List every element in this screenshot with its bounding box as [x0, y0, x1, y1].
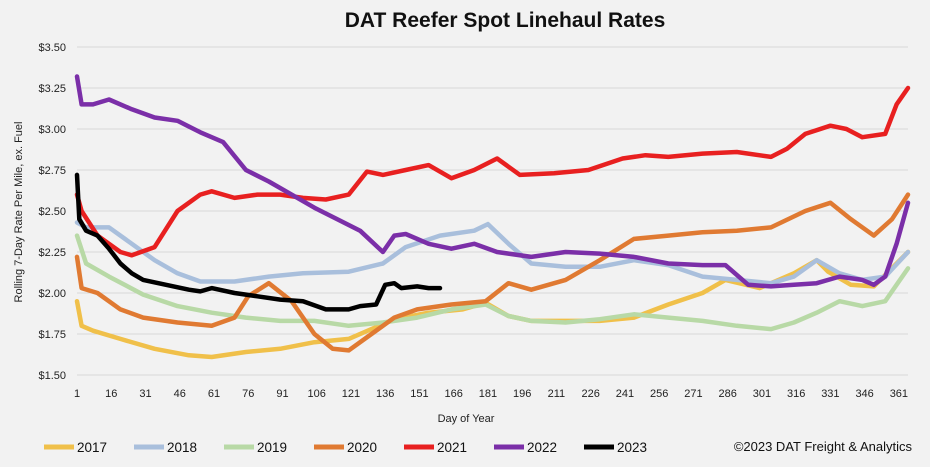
x-tick-label: 16	[105, 388, 117, 400]
x-tick-label: 316	[787, 388, 805, 400]
x-tick-label: 166	[445, 388, 463, 400]
x-tick-label: 181	[479, 388, 497, 400]
y-tick-label: $2.50	[38, 206, 66, 218]
series-line-2022	[74, 74, 911, 289]
x-tick-label: 211	[548, 388, 566, 400]
x-tick-label: 151	[410, 388, 428, 400]
y-tick-label: $2.00	[38, 288, 66, 300]
x-axis-label: Day of Year	[438, 413, 495, 425]
x-tick-label: 136	[376, 388, 394, 400]
legend-label-2021: 2021	[437, 440, 467, 455]
x-tick-label: 286	[718, 388, 736, 400]
y-tick-label: $2.25	[38, 247, 66, 259]
x-tick-label: 196	[513, 388, 531, 400]
series-line-2020	[74, 192, 911, 353]
series-line-2023	[74, 172, 443, 312]
chart-title: DAT Reefer Spot Linehaul Rates	[345, 9, 666, 32]
y-tick-label: $3.00	[38, 124, 66, 136]
legend-label-2020: 2020	[347, 440, 377, 455]
x-tick-label: 301	[753, 388, 771, 400]
legend-label-2018: 2018	[167, 440, 197, 455]
legend-label-2019: 2019	[257, 440, 287, 455]
x-tick-label: 241	[616, 388, 634, 400]
x-tick-label: 76	[242, 388, 254, 400]
copyright-text: ©2023 DAT Freight & Analytics	[734, 439, 913, 454]
gridlines	[77, 46, 908, 376]
y-axis-label: Rolling 7-Day Rate Per Mile, ex. Fuel	[13, 122, 25, 303]
series-line-2019	[74, 233, 911, 332]
x-tick-label: 31	[139, 388, 151, 400]
x-tick-label: 361	[890, 388, 908, 400]
y-tick-label: $1.50	[38, 370, 66, 382]
x-axis-ticks: 1 16 31 46 61 76 91 106 121 136 151 166 181 196 211 226…	[74, 388, 908, 400]
x-tick-label: 121	[342, 388, 360, 400]
series-line-2017	[74, 249, 911, 360]
x-tick-label: 1	[74, 388, 80, 400]
x-tick-label: 91	[276, 388, 288, 400]
x-tick-label: 226	[581, 388, 599, 400]
x-tick-label: 256	[650, 388, 668, 400]
series-line-2018	[74, 220, 911, 286]
y-axis-ticks: $1.50 $1.75 $2.00 $2.25 $2.50 $2.75 $3.00 $3.25…	[38, 42, 66, 382]
legend-label-2023: 2023	[617, 440, 647, 455]
x-tick-label: 106	[308, 388, 326, 400]
y-tick-label: $1.75	[38, 329, 66, 341]
y-tick-label: $3.50	[38, 42, 66, 54]
series-line-2021	[74, 85, 911, 258]
x-tick-label: 46	[174, 388, 186, 400]
legend-label-2022: 2022	[527, 440, 557, 455]
y-tick-label: $2.75	[38, 165, 66, 177]
legend: 2017 2018 2019 2020 2021 2022 2023	[44, 440, 647, 455]
series-lines	[74, 74, 911, 360]
x-tick-label: 271	[684, 388, 702, 400]
legend-label-2017: 2017	[77, 440, 107, 455]
y-tick-label: $3.25	[38, 83, 66, 95]
x-tick-label: 61	[208, 388, 220, 400]
x-tick-label: 331	[821, 388, 839, 400]
x-tick-label: 346	[855, 388, 873, 400]
